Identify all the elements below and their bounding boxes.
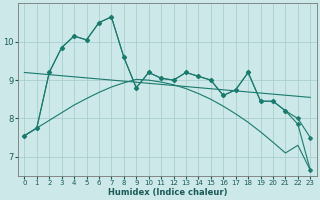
X-axis label: Humidex (Indice chaleur): Humidex (Indice chaleur) bbox=[108, 188, 227, 197]
